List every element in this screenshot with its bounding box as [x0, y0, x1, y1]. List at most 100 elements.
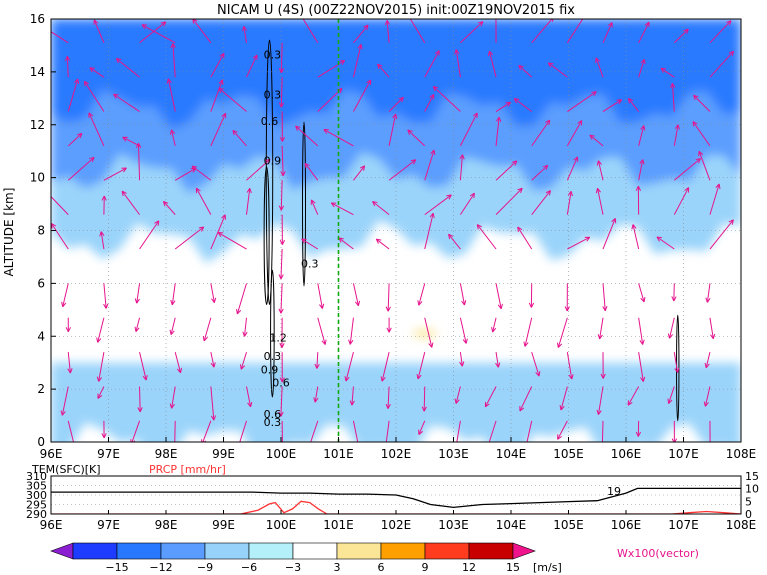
wind-vector-head	[429, 212, 435, 219]
wind-vector-shaft	[139, 220, 160, 250]
wind-vector-head	[728, 219, 734, 225]
wind-vector-shaft	[84, 81, 105, 112]
wind-vector-head	[73, 449, 77, 454]
wind-vector-head	[65, 327, 71, 333]
wind-vector	[134, 283, 141, 304]
wind-vector-head	[278, 102, 285, 108]
wind-vector	[424, 194, 452, 216]
wind-vector-shaft	[557, 317, 568, 348]
wind-vector-shaft	[495, 187, 523, 215]
wind-vector-head	[600, 373, 606, 379]
wind-vector	[51, 223, 69, 250]
wind-vector	[600, 352, 606, 379]
wind-vector-head	[137, 407, 143, 413]
wind-vector-shaft	[638, 125, 645, 147]
contour-label: 1.2	[269, 332, 287, 345]
wind-vector	[495, 187, 523, 215]
wind-vector-shaft	[115, 58, 140, 78]
wind-vector	[241, 25, 248, 43]
wind-vector	[246, 158, 271, 181]
contour-label: 0.6	[264, 408, 282, 421]
wind-vector-head	[169, 129, 176, 135]
wind-vector-head	[462, 338, 468, 344]
sub-x-tick-label: 106E	[611, 518, 642, 532]
wind-vector	[279, 214, 285, 245]
wind-vector	[671, 283, 677, 302]
wind-vector-shaft	[195, 187, 212, 215]
wind-vector	[101, 420, 107, 439]
wind-vector-head	[219, 52, 225, 59]
wind-vector	[385, 420, 390, 442]
wind-vector-shaft	[203, 317, 212, 342]
wind-vector-shaft	[352, 420, 359, 442]
wind-vector-head	[67, 368, 73, 374]
wind-vector-shaft	[531, 351, 540, 377]
wind-vector-shaft	[246, 54, 258, 78]
wind-vector-shaft	[51, 31, 69, 44]
wind-vector	[191, 165, 212, 181]
wind-vector-shaft	[280, 180, 283, 211]
wind-vector	[89, 67, 105, 78]
wind-vector-shaft	[517, 226, 533, 250]
wind-vector-head	[278, 274, 284, 280]
wind-vector	[459, 283, 467, 306]
wind-vector-shaft	[484, 386, 497, 408]
wind-vector	[242, 317, 248, 337]
wind-vector	[83, 80, 105, 112]
wind-vector-shaft	[566, 120, 583, 147]
contour-label: 0.6	[261, 115, 279, 128]
wind-vector	[638, 58, 646, 78]
wind-vector-head	[542, 164, 549, 171]
wind-vector-head	[518, 64, 524, 71]
wind-vector-shaft	[495, 283, 502, 309]
wind-vector-head	[627, 400, 633, 406]
wind-vector	[495, 283, 503, 310]
wind-vector	[236, 283, 247, 315]
wind-vector-shaft	[67, 352, 71, 374]
wind-vector	[601, 420, 604, 442]
colorbar-cell	[336, 542, 382, 560]
wind-vector-shaft	[62, 283, 69, 307]
wind-vector-shaft	[673, 187, 690, 215]
wind-vector-shaft	[97, 317, 105, 343]
wind-vector-shaft	[192, 19, 212, 44]
wind-vector-shaft	[372, 201, 390, 216]
wind-vector	[638, 21, 650, 44]
wind-vector-head	[210, 415, 217, 421]
wind-vector-head	[674, 367, 680, 373]
wind-vector-head	[236, 308, 242, 315]
wind-vector	[304, 162, 319, 181]
wind-vector-head	[198, 226, 205, 232]
wind-vector-shaft	[67, 156, 95, 181]
wind-vector	[169, 386, 176, 409]
wind-vector-head	[487, 441, 488, 442]
wind-vector-head	[169, 329, 175, 335]
wind-vector	[602, 22, 613, 43]
wind-vector-shaft	[236, 283, 247, 315]
wind-vector	[195, 187, 212, 215]
wind-vector-shaft	[566, 352, 573, 380]
wind-vector-head	[410, 159, 417, 165]
wind-vector	[491, 317, 497, 333]
colorbar-arrow-left	[50, 542, 74, 560]
wind-vector-head	[705, 297, 711, 303]
wind-vector-shaft	[456, 420, 461, 442]
wind-vector	[139, 220, 160, 250]
wind-vector-head	[278, 205, 285, 211]
wind-vector	[210, 52, 225, 78]
sub-x-tick-label: 99E	[212, 518, 235, 532]
wind-vector-head	[487, 50, 494, 57]
wind-vector	[97, 386, 105, 399]
y-tick-label: 8	[37, 224, 45, 238]
wind-vector	[210, 214, 226, 250]
wind-vector-head	[407, 129, 413, 135]
wind-vector-shaft	[131, 420, 141, 442]
wind-vector-shaft	[280, 386, 283, 417]
wind-vector-shaft	[202, 420, 212, 442]
wind-vector	[210, 352, 216, 368]
wind-vector-shaft	[673, 28, 689, 44]
colorbar-tick-label: 15	[506, 561, 520, 574]
wind-vector	[352, 44, 363, 78]
contour-line	[270, 269, 275, 398]
